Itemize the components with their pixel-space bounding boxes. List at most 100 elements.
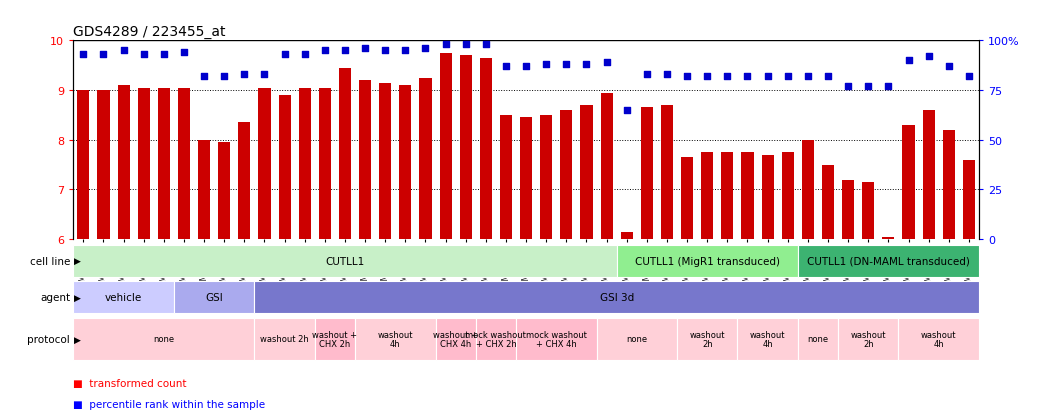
- Bar: [218, 143, 230, 240]
- Bar: [178, 88, 190, 240]
- Text: washout
2h: washout 2h: [850, 330, 886, 349]
- Point: [840, 83, 856, 90]
- Point: [438, 42, 454, 49]
- Bar: [761, 155, 774, 240]
- Bar: [822, 165, 834, 240]
- Point: [779, 74, 796, 80]
- Bar: [802, 140, 814, 240]
- Bar: [239, 123, 250, 240]
- Text: cell line: cell line: [29, 256, 70, 266]
- Text: washout
4h: washout 4h: [750, 330, 785, 349]
- Bar: [782, 153, 794, 240]
- Text: GDS4289 / 223455_at: GDS4289 / 223455_at: [73, 25, 226, 39]
- Bar: [842, 180, 854, 240]
- Bar: [617, 245, 798, 277]
- Point: [759, 74, 776, 80]
- Point: [95, 52, 112, 59]
- Point: [598, 60, 615, 66]
- Bar: [898, 319, 979, 360]
- Bar: [580, 106, 593, 240]
- Point: [497, 64, 514, 70]
- Bar: [560, 111, 573, 240]
- Bar: [838, 319, 898, 360]
- Point: [316, 48, 333, 55]
- Point: [257, 72, 273, 78]
- Text: washout
4h: washout 4h: [378, 330, 414, 349]
- Point: [960, 74, 977, 80]
- Bar: [460, 56, 472, 240]
- Bar: [475, 319, 516, 360]
- Point: [135, 52, 152, 59]
- Bar: [355, 319, 436, 360]
- Bar: [661, 106, 673, 240]
- Bar: [798, 319, 838, 360]
- Point: [719, 74, 736, 80]
- Point: [337, 48, 354, 55]
- Point: [296, 52, 313, 59]
- Text: ▶: ▶: [74, 293, 82, 302]
- Point: [920, 54, 937, 60]
- Point: [699, 74, 716, 80]
- Text: none: none: [807, 335, 828, 344]
- Bar: [77, 91, 89, 240]
- Point: [276, 52, 293, 59]
- Text: washout +
CHX 2h: washout + CHX 2h: [312, 330, 357, 349]
- Bar: [500, 116, 512, 240]
- Bar: [597, 319, 677, 360]
- Bar: [379, 83, 392, 240]
- Bar: [117, 86, 130, 240]
- Bar: [677, 319, 737, 360]
- Bar: [621, 232, 632, 240]
- Bar: [721, 153, 733, 240]
- Point: [176, 50, 193, 57]
- Text: mock washout
+ CHX 4h: mock washout + CHX 4h: [526, 330, 586, 349]
- Point: [357, 46, 374, 52]
- Bar: [798, 245, 979, 277]
- Text: GSI 3d: GSI 3d: [600, 292, 633, 303]
- Bar: [259, 88, 270, 240]
- Text: washout +
CHX 4h: washout + CHX 4h: [433, 330, 478, 349]
- Text: CUTLL1: CUTLL1: [326, 256, 364, 266]
- Point: [216, 74, 232, 80]
- Bar: [97, 91, 110, 240]
- Text: ▶: ▶: [74, 335, 82, 344]
- Text: GSI: GSI: [205, 292, 223, 303]
- Bar: [601, 93, 612, 240]
- Bar: [863, 183, 874, 240]
- Point: [397, 48, 414, 55]
- Point: [377, 48, 394, 55]
- Text: agent: agent: [40, 292, 70, 303]
- Point: [458, 42, 474, 49]
- Point: [477, 42, 494, 49]
- Text: ■  transformed count: ■ transformed count: [73, 379, 186, 389]
- Point: [75, 52, 92, 59]
- Bar: [520, 118, 532, 240]
- Point: [659, 72, 675, 78]
- Text: ■  percentile rank within the sample: ■ percentile rank within the sample: [73, 399, 266, 409]
- Point: [417, 46, 433, 52]
- Text: protocol: protocol: [27, 334, 70, 344]
- Point: [538, 62, 555, 69]
- Point: [940, 64, 957, 70]
- Point: [115, 48, 132, 55]
- Bar: [73, 282, 174, 313]
- Text: CUTLL1 (DN-MAML transduced): CUTLL1 (DN-MAML transduced): [807, 256, 970, 266]
- Bar: [903, 126, 914, 240]
- Point: [881, 83, 897, 90]
- Bar: [701, 153, 713, 240]
- Bar: [319, 88, 331, 240]
- Bar: [540, 116, 552, 240]
- Bar: [942, 131, 955, 240]
- Bar: [73, 245, 617, 277]
- Bar: [641, 108, 653, 240]
- Text: washout
2h: washout 2h: [690, 330, 725, 349]
- Point: [619, 107, 636, 114]
- Point: [236, 72, 252, 78]
- Bar: [279, 96, 291, 240]
- Bar: [737, 319, 798, 360]
- Point: [900, 58, 917, 64]
- Point: [196, 74, 213, 80]
- Bar: [298, 88, 311, 240]
- Bar: [158, 88, 170, 240]
- Point: [639, 72, 655, 78]
